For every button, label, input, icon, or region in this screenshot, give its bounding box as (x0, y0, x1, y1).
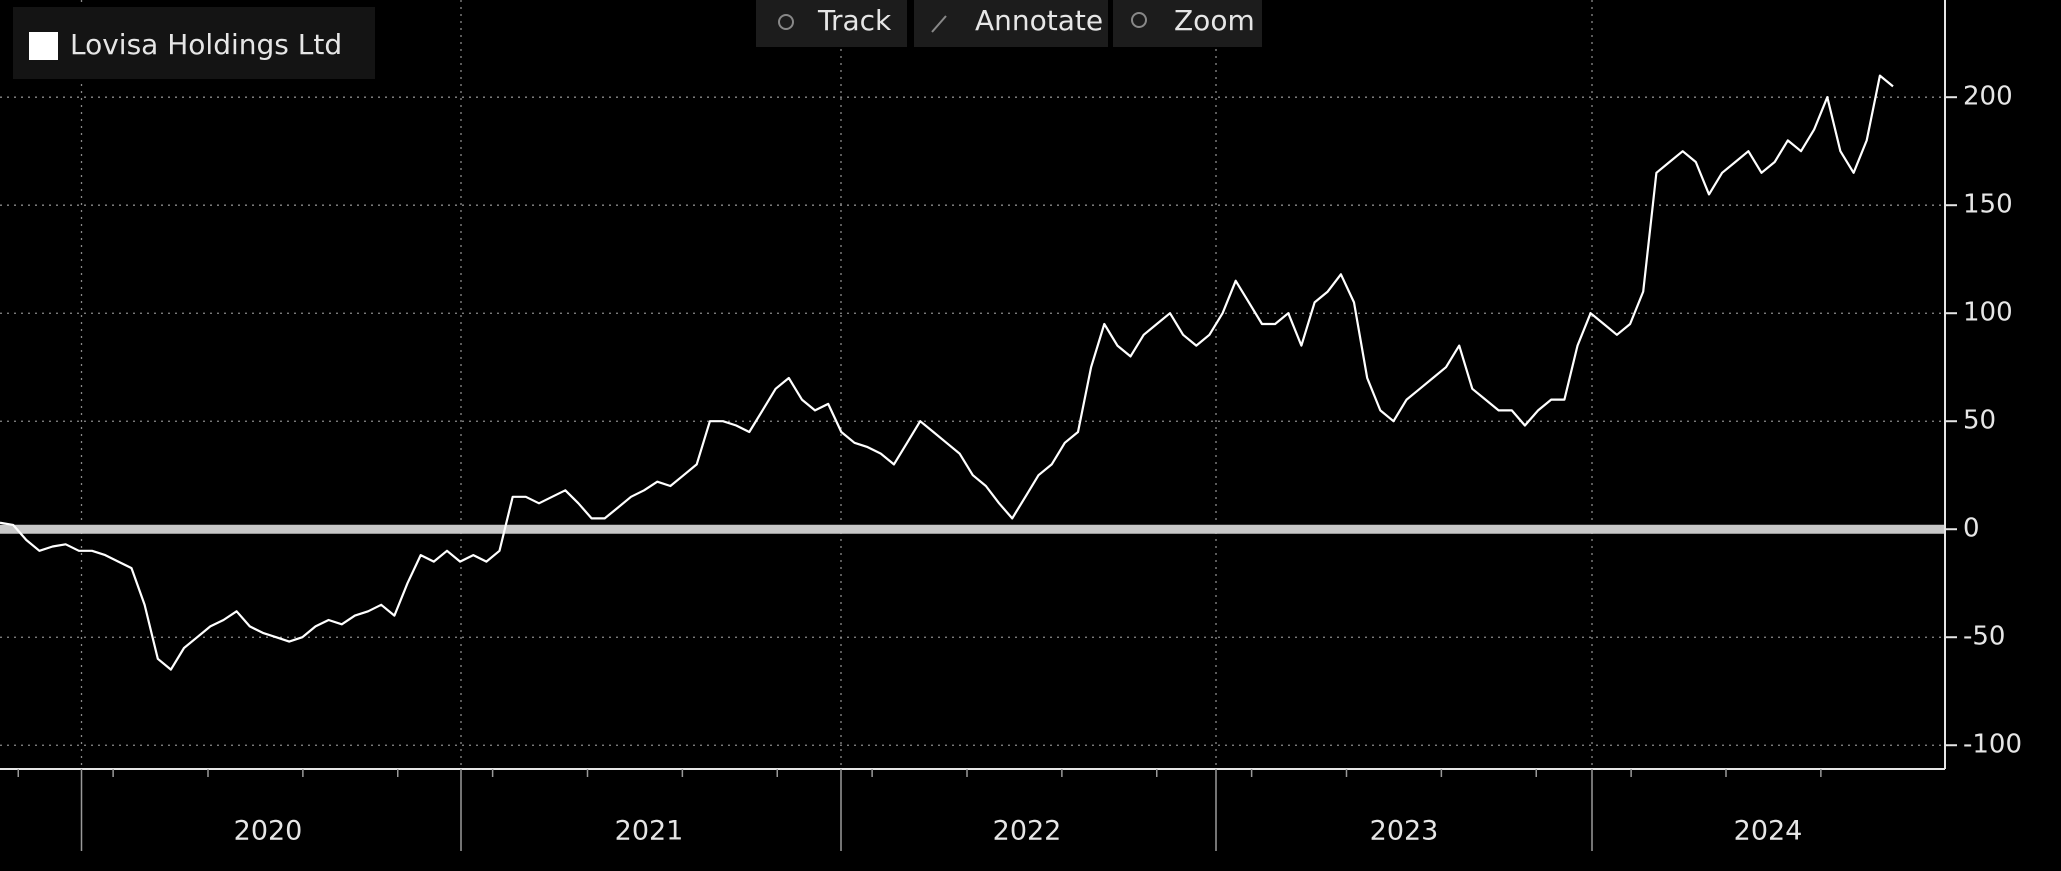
legend-label: Lovisa Holdings Ltd (70, 28, 342, 61)
data-layer (0, 74, 1894, 671)
track-label[interactable]: Track (817, 4, 892, 37)
x-tick-label: 2023 (1370, 816, 1439, 847)
y-tick-label: 50 (1963, 406, 1996, 436)
zoom-label[interactable]: Zoom (1174, 4, 1255, 37)
annotate-button[interactable] (914, 0, 1108, 47)
annotate-icon (931, 15, 947, 33)
y-tick-label: 200 (1963, 82, 2013, 112)
legend-box (13, 7, 375, 79)
legend-swatch (29, 32, 58, 60)
y-tick-label: 150 (1963, 190, 2013, 220)
price-line (0, 74, 1894, 671)
x-tick-label: 2024 (1734, 816, 1803, 847)
annotate-label[interactable]: Annotate (975, 4, 1103, 37)
zoom-button[interactable] (1113, 0, 1262, 47)
y-tick-label: 100 (1963, 298, 2013, 328)
track-icon (778, 14, 794, 30)
track-button[interactable] (756, 0, 907, 47)
x-tick-label: 2021 (615, 816, 684, 847)
y-tick-label: -50 (1963, 622, 2005, 652)
x-tick-label: 2022 (993, 816, 1062, 847)
y-tick-label: 0 (1963, 514, 1980, 544)
y-tick-label: -100 (1963, 730, 2022, 760)
x-tick-label: 2020 (234, 816, 303, 847)
grid-layer (0, 0, 1945, 769)
toolbar: Track Annotate Zoom (756, 0, 1262, 47)
zoom-icon (1131, 12, 1147, 28)
